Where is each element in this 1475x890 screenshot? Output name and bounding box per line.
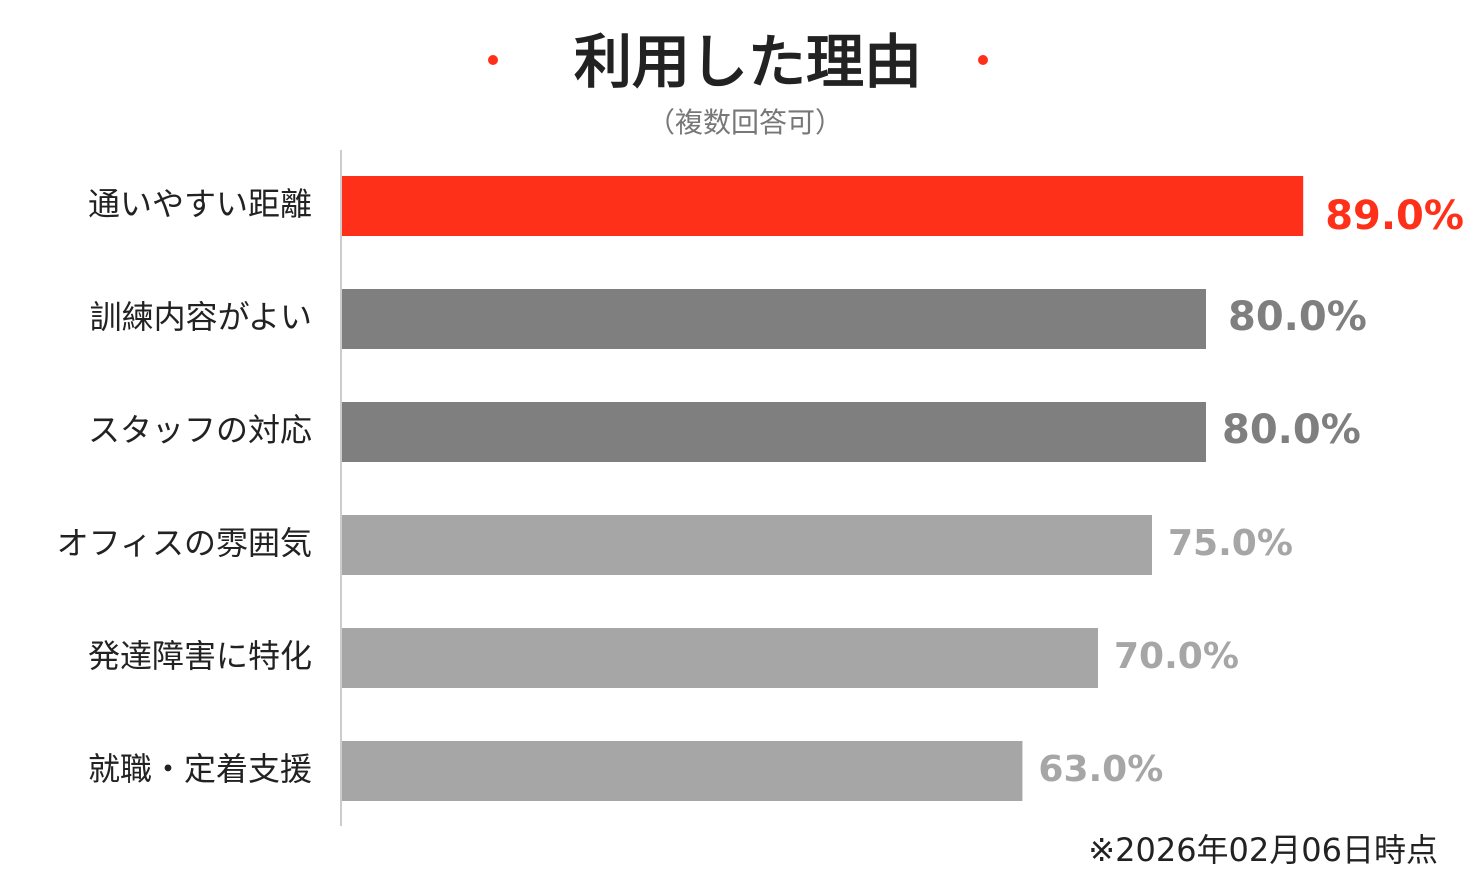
- bar: [342, 176, 1304, 236]
- title-dot: [978, 55, 988, 65]
- bar: [342, 402, 1206, 462]
- value-label: 80.0%: [1222, 407, 1361, 453]
- bar: [342, 515, 1152, 575]
- bar: [342, 628, 1098, 688]
- value-label: 75.0%: [1168, 523, 1293, 564]
- category-label: スタッフの対応: [88, 411, 312, 449]
- bar: [342, 741, 1023, 801]
- category-label: 就職・定着支援: [88, 750, 312, 788]
- value-label: 63.0%: [1038, 749, 1163, 790]
- category-label: オフィスの雰囲気: [57, 524, 312, 562]
- title-dot: [488, 55, 498, 65]
- chart-subtitle: （複数回答可）: [647, 106, 843, 139]
- category-label: 通いやすい距離: [88, 185, 312, 223]
- category-label: 発達障害に特化: [88, 637, 312, 675]
- bar: [342, 289, 1206, 349]
- category-label: 訓練内容がよい: [90, 298, 312, 336]
- value-label: 70.0%: [1114, 636, 1239, 677]
- footnote: ※2026年02月06日時点: [1088, 831, 1438, 869]
- value-label: 80.0%: [1228, 294, 1367, 340]
- chart-title: 利用した理由: [574, 28, 922, 96]
- value-label: 89.0%: [1325, 193, 1464, 239]
